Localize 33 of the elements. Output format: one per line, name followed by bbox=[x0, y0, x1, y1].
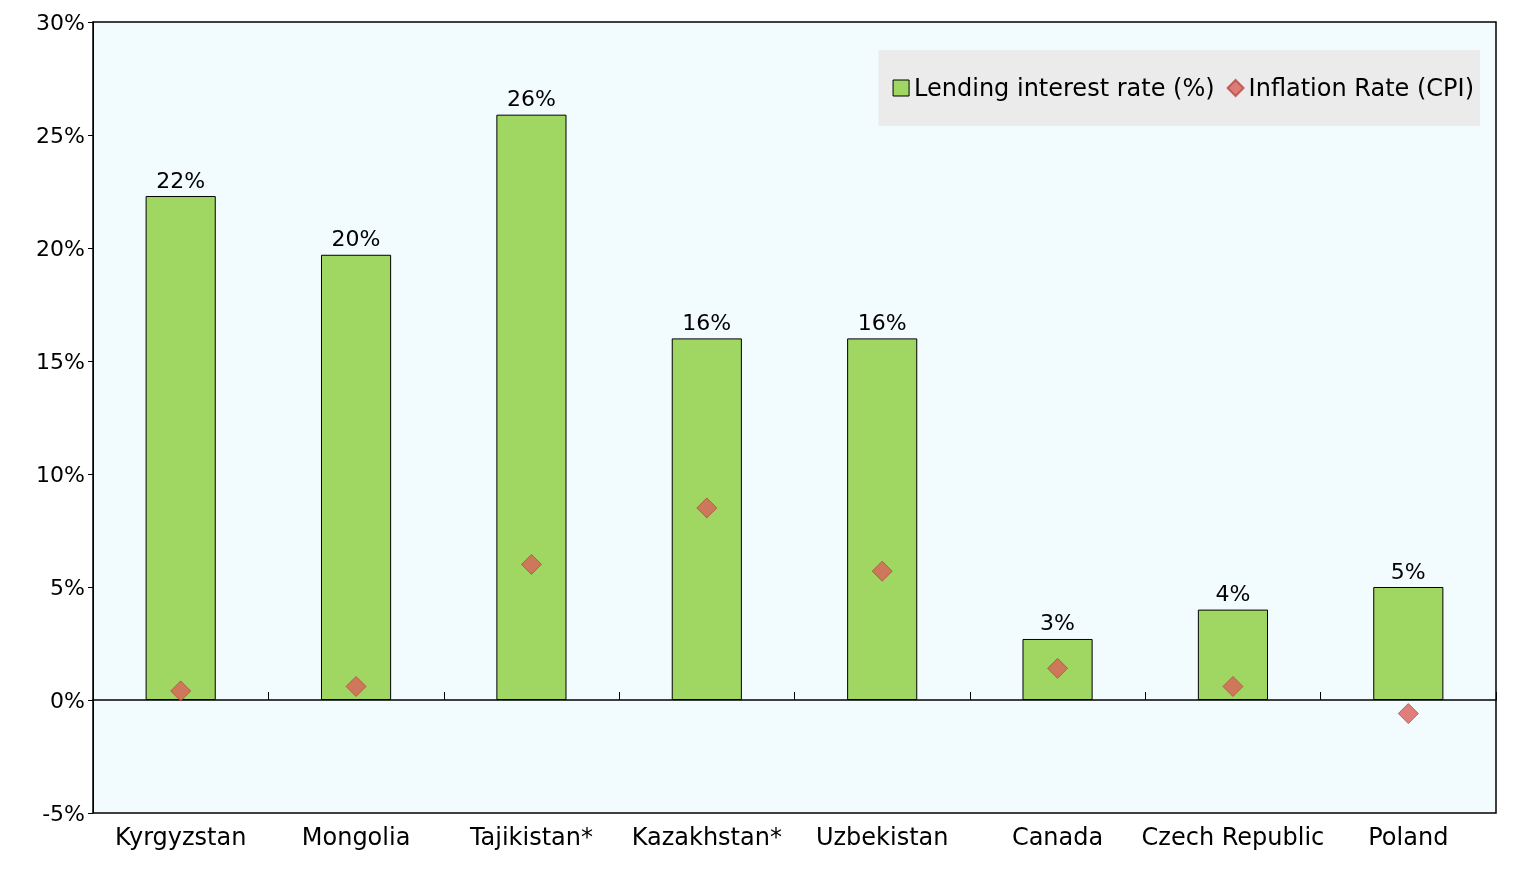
point bbox=[345, 675, 367, 697]
y-tick-label: 25% bbox=[36, 122, 85, 148]
legend-label: Lending interest rate (%) bbox=[914, 74, 1215, 102]
data-label: 22% bbox=[156, 167, 206, 193]
point bbox=[520, 553, 542, 575]
y-tick-label: 30% bbox=[36, 9, 85, 35]
data-label: 20% bbox=[331, 226, 381, 252]
y-tick-label: -5% bbox=[42, 800, 85, 826]
data-label: 5% bbox=[1390, 558, 1426, 584]
point bbox=[1222, 675, 1244, 697]
point bbox=[1397, 703, 1419, 725]
x-tick-label: Czech Republic bbox=[1141, 823, 1325, 851]
point bbox=[170, 680, 192, 702]
y-tick-label: 20% bbox=[36, 235, 85, 261]
point bbox=[871, 560, 893, 582]
y-tick-label: 10% bbox=[36, 461, 85, 487]
legend-label: Inflation Rate (CPI) bbox=[1248, 74, 1475, 102]
x-tick-label: Kyrgyzstan bbox=[114, 823, 247, 851]
data-label: 3% bbox=[1040, 610, 1076, 636]
y-tick-label: 5% bbox=[50, 574, 85, 600]
data-label: 26% bbox=[506, 86, 556, 112]
y-tick-label: 15% bbox=[36, 348, 85, 374]
x-tick-label: Tajikistan* bbox=[468, 823, 594, 851]
data-label: 16% bbox=[857, 309, 907, 335]
data-label: 16% bbox=[682, 309, 732, 335]
data-label: 4% bbox=[1215, 581, 1251, 607]
y-tick-label: 0% bbox=[50, 687, 85, 713]
x-tick-label: Kazakhstan* bbox=[631, 823, 782, 851]
x-tick-label: Uzbekistan bbox=[815, 823, 949, 851]
x-tick-label: Mongolia bbox=[301, 823, 411, 851]
x-tick-label: Canada bbox=[1011, 823, 1104, 851]
point bbox=[696, 497, 718, 519]
x-tick-label: Poland bbox=[1368, 823, 1449, 851]
